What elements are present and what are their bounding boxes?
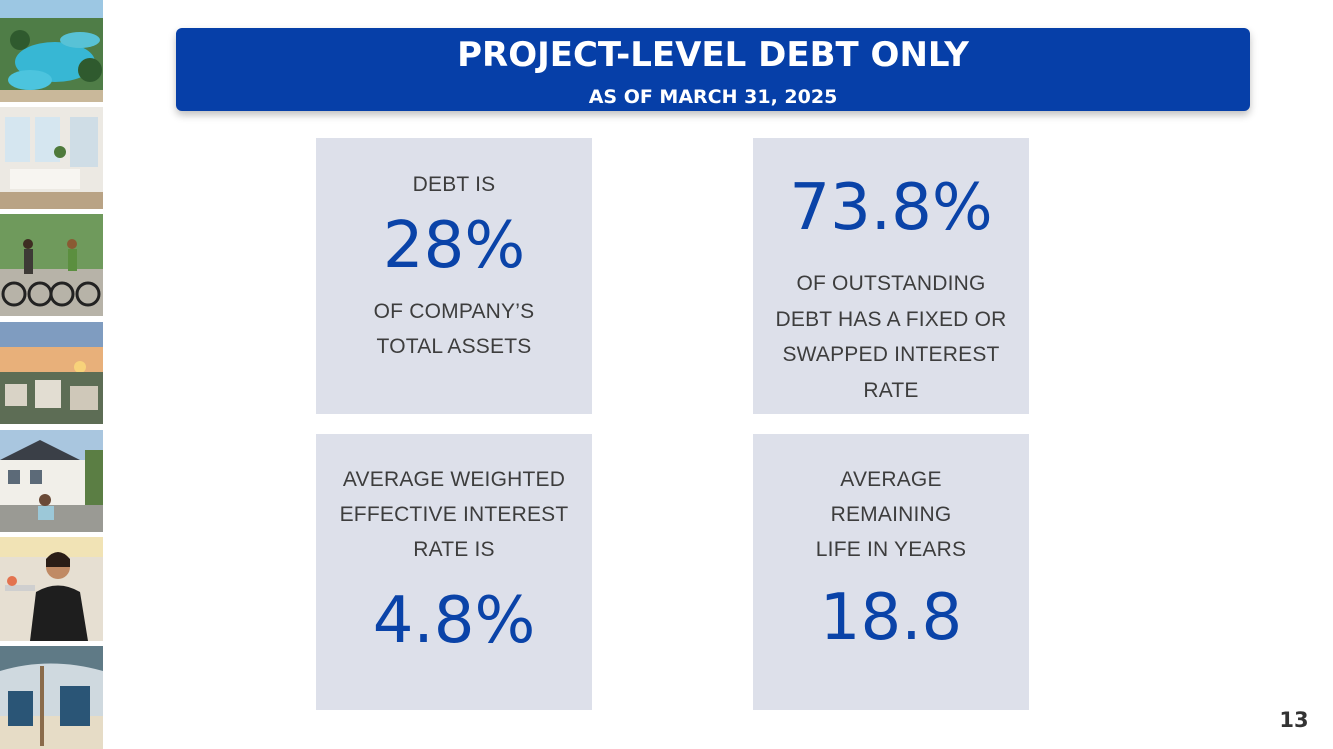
beach-chairs-photo [0, 646, 103, 749]
fixed-rate-line3: SWAPPED INTEREST [782, 343, 1000, 366]
fixed-rate-value: 73.8% [789, 171, 993, 245]
remaining-life-line2: REMAINING [830, 503, 952, 526]
interest-rate-card: AVERAGE WEIGHTED EFFECTIVE INTEREST RATE… [316, 434, 592, 710]
fixed-rate-line1: OF OUTSTANDING [796, 272, 986, 295]
photo-strip [0, 0, 103, 749]
page-title: PROJECT-LEVEL DEBT ONLY [457, 35, 969, 75]
remaining-life-card: AVERAGE REMAINING LIFE IN YEARS 18.8 [753, 434, 1029, 710]
interest-rate-line3: RATE IS [413, 538, 495, 561]
remaining-life-line1: AVERAGE [840, 468, 942, 491]
debt-ratio-prefix: DEBT IS [412, 173, 496, 196]
interest-rate-line2: EFFECTIVE INTEREST [339, 503, 569, 526]
house-scooter-photo [0, 430, 103, 532]
debt-ratio-card: DEBT IS 28% OF COMPANY’S TOTAL ASSETS [316, 138, 592, 414]
sunset-neighborhood-photo [0, 322, 103, 424]
remaining-life-line3: LIFE IN YEARS [815, 538, 967, 561]
remaining-life-value: 18.8 [819, 581, 963, 655]
page-number: 13 [1279, 708, 1309, 732]
interest-rate-line1: AVERAGE WEIGHTED [342, 468, 566, 491]
debt-ratio-suffix-line1: OF COMPANY’S [373, 300, 535, 323]
fixed-rate-line2: DEBT HAS A FIXED OR [775, 308, 1007, 331]
resort-pool-photo [0, 0, 103, 102]
living-room-photo [0, 107, 103, 209]
debt-ratio-suffix-line2: TOTAL ASSETS [376, 335, 532, 358]
fixed-rate-line4: RATE [863, 379, 919, 402]
interest-rate-value: 4.8% [372, 584, 536, 658]
cyclists-photo [0, 214, 103, 316]
page-subtitle: AS OF MARCH 31, 2025 [588, 86, 838, 108]
debt-ratio-value: 28% [382, 209, 526, 283]
header-banner: PROJECT-LEVEL DEBT ONLY AS OF MARCH 31, … [176, 28, 1250, 111]
fixed-rate-card: 73.8% OF OUTSTANDING DEBT HAS A FIXED OR… [753, 138, 1029, 414]
waitress-photo [0, 537, 103, 641]
